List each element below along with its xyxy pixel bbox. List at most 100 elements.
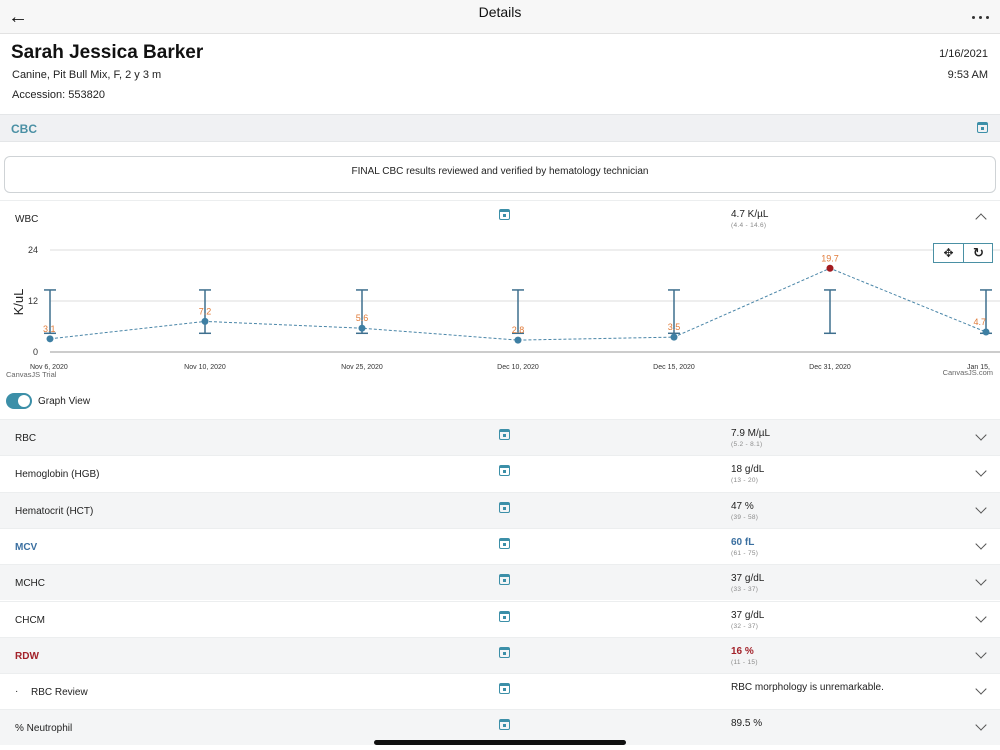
result-label: MCHC (15, 578, 45, 589)
data-label: 3.1 (43, 324, 56, 334)
result-value: RBC morphology is unremarkable. (731, 682, 884, 693)
result-value: 89.5 % (731, 718, 763, 729)
chevron-down-icon[interactable] (975, 429, 987, 441)
result-value: 7.9 M/µL (731, 428, 771, 439)
wbc-row[interactable]: WBC 4.7 K/µL (4.4 - 14.6) (0, 200, 1000, 236)
result-value: 37 g/dL (731, 573, 765, 584)
calendar-icon[interactable] (499, 611, 510, 622)
verification-note: FINAL CBC results reviewed and verified … (4, 156, 996, 193)
result-label: RBC (15, 433, 37, 444)
sub-item-bullet: · (15, 686, 19, 697)
watermark-left: CanvasJS Trial (6, 370, 57, 379)
result-date: 1/16/2021 (939, 48, 988, 60)
chevron-down-icon[interactable] (975, 647, 987, 659)
result-row[interactable]: Hematocrit (HCT) 47 % (39 - 58) (0, 492, 1000, 528)
y-tick-label: 24 (28, 245, 38, 255)
result-range: (39 - 58) (731, 514, 759, 521)
graph-view-label: Graph View (38, 396, 91, 407)
calendar-icon[interactable] (499, 574, 510, 585)
calendar-icon[interactable] (499, 719, 510, 730)
x-tick-label: Dec 15, 2020 (653, 364, 695, 371)
data-point (826, 264, 834, 272)
result-row[interactable]: % Neutrophil 89.5 % (0, 709, 1000, 745)
chevron-down-icon[interactable] (975, 611, 987, 623)
x-tick-label: Dec 31, 2020 (809, 364, 851, 371)
back-arrow-icon[interactable]: ← (8, 6, 28, 28)
watermark-right: CanvasJS.com (943, 368, 993, 377)
calendar-icon[interactable] (499, 502, 510, 513)
graph-view-row: Graph View (0, 388, 1000, 418)
result-value: 47 % (731, 501, 754, 512)
pan-icon[interactable]: ✥ (934, 244, 964, 262)
calendar-icon[interactable] (499, 647, 510, 658)
result-row[interactable]: MCV 60 fL (61 - 75) (0, 528, 1000, 564)
patient-species: Canine, Pit Bull Mix, F, 2 y 3 m (12, 69, 162, 81)
data-label: 4.7 (973, 317, 986, 327)
data-point (201, 317, 209, 325)
result-label: % Neutrophil (15, 723, 73, 734)
graph-view-toggle[interactable] (6, 393, 32, 409)
wbc-value: 4.7 K/µL (731, 209, 769, 220)
result-row[interactable]: RBC 7.9 M/µL (5.2 - 8.1) (0, 419, 1000, 455)
calendar-icon[interactable] (977, 122, 988, 133)
reset-zoom-icon[interactable]: ↻ (973, 245, 984, 260)
more-options-icon[interactable] (972, 10, 990, 24)
x-tick-label: Nov 6, 2020 (30, 364, 68, 371)
accession-number: Accession: 553820 (12, 89, 105, 101)
result-label: Hematocrit (HCT) (15, 506, 94, 517)
result-value: 37 g/dL (731, 610, 765, 621)
data-label: 19.7 (821, 253, 839, 263)
result-value: 60 fL (731, 537, 755, 548)
section-title: CBC (11, 122, 37, 136)
result-range: (5.2 - 8.1) (731, 441, 763, 448)
result-label: RDW (15, 651, 39, 662)
home-indicator[interactable] (374, 740, 626, 745)
calendar-icon[interactable] (499, 209, 510, 220)
result-row[interactable]: Hemoglobin (HGB) 18 g/dL (13 - 20) (0, 455, 1000, 491)
data-point (670, 333, 678, 341)
result-time: 9:53 AM (947, 69, 988, 81)
result-range: (61 - 75) (731, 550, 759, 557)
result-label: MCV (15, 542, 38, 553)
y-tick-label: 12 (28, 296, 38, 306)
data-label: 3.5 (668, 322, 681, 332)
chevron-down-icon[interactable] (975, 574, 987, 586)
x-tick-label: Jan 15, (967, 364, 990, 371)
data-point (514, 336, 522, 344)
wbc-trend-chart[interactable]: 0 12 24 K/uL 3.1 7.2 5.6 2.8 3.5 19.7 4.7 Nov 6, 20… (0, 236, 1000, 386)
x-tick-label: Nov 25, 2020 (341, 364, 383, 371)
result-label: RBC Review (31, 687, 88, 698)
result-range: (11 - 15) (731, 659, 758, 666)
data-label: 7.2 (199, 306, 212, 316)
patient-name: Sarah Jessica Barker (11, 42, 204, 63)
data-point (982, 328, 990, 336)
result-value: 16 % (731, 646, 754, 657)
result-row[interactable]: MCHC 37 g/dL (33 - 37) (0, 564, 1000, 600)
chevron-down-icon[interactable] (975, 502, 987, 514)
data-label: 2.8 (512, 325, 525, 335)
page-title-text: Details (478, 4, 522, 20)
result-range: (32 - 37) (731, 623, 759, 630)
calendar-icon[interactable] (499, 465, 510, 476)
result-row[interactable]: RDW 16 % (11 - 15) (0, 637, 1000, 673)
x-tick-label: Nov 10, 2020 (184, 364, 226, 371)
chevron-down-icon[interactable] (975, 719, 987, 731)
chevron-down-icon[interactable] (975, 465, 987, 477)
data-point (46, 335, 54, 343)
chevron-up-icon[interactable] (975, 213, 987, 225)
result-value: 18 g/dL (731, 464, 765, 475)
result-row[interactable]: CHCM 37 g/dL (32 - 37) (0, 601, 1000, 637)
calendar-icon[interactable] (499, 538, 510, 549)
result-range: (33 - 37) (731, 586, 759, 593)
calendar-icon[interactable] (499, 683, 510, 694)
result-label: Hemoglobin (HGB) (15, 469, 100, 480)
data-point (358, 324, 366, 332)
calendar-icon[interactable] (499, 429, 510, 440)
chart-toolbar: ✥ ↻ (933, 243, 993, 263)
chevron-down-icon[interactable] (975, 538, 987, 550)
cbc-section-header[interactable]: CBC (0, 114, 1000, 142)
y-tick-label: 0 (33, 347, 38, 357)
chevron-down-icon[interactable] (975, 683, 987, 695)
result-range: (13 - 20) (731, 477, 759, 484)
result-row[interactable]: · RBC Review RBC morphology is unremarkabl… (0, 673, 1000, 709)
